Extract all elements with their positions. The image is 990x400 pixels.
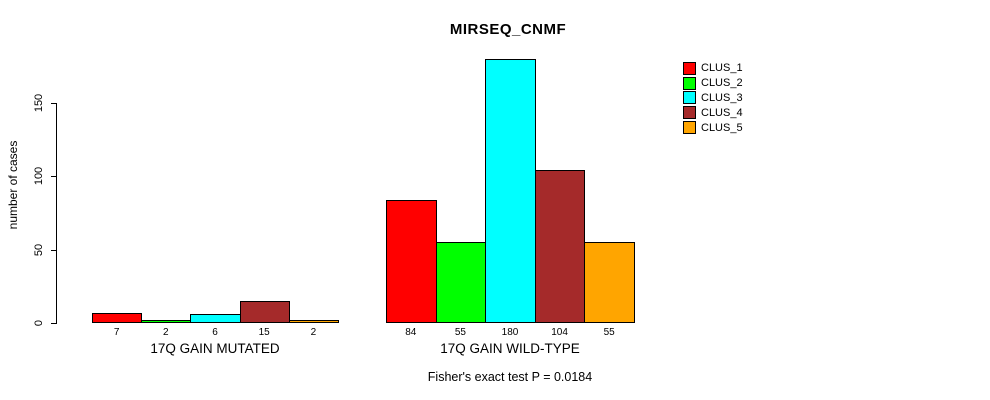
legend-swatch [683, 76, 696, 90]
bar-clus_4-group1 [239, 301, 290, 323]
bar-clus_5-group1 [288, 320, 339, 323]
legend-label: CLUS_1 [701, 62, 743, 75]
legend-item-clus_5: CLUS_5 [683, 120, 743, 135]
legend-label: CLUS_5 [701, 121, 743, 134]
legend-swatch [683, 121, 696, 135]
annotation-fishers-test: Fisher's exact test P = 0.0184 [427, 370, 593, 384]
legend-item-clus_2: CLUS_2 [683, 76, 743, 91]
x-axis-label-group-2: 17Q GAIN WILD-TYPE [440, 341, 580, 356]
legend-swatch [683, 61, 696, 75]
legend: CLUS_1 CLUS_2 CLUS_3 CLUS_4 CLUS_5 [683, 61, 743, 135]
legend-swatch [683, 91, 696, 105]
legend-swatch [683, 106, 696, 120]
legend-item-clus_4: CLUS_4 [683, 105, 743, 120]
bar-clus_1-group1 [92, 312, 143, 323]
legend-label: CLUS_3 [701, 91, 743, 104]
bar-value-label: 15 [258, 327, 270, 338]
bar-value-label: 55 [454, 327, 466, 338]
bar-value-label: 2 [310, 327, 317, 338]
bar-value-label: 104 [551, 327, 568, 338]
bar-clus_4-group2 [534, 170, 586, 323]
bar-value-label: 84 [405, 327, 417, 338]
bar-clus_1-group2 [386, 199, 437, 323]
y-tick-mark [51, 249, 57, 251]
y-tick-mark [51, 323, 57, 324]
legend-label: CLUS_4 [701, 106, 743, 119]
y-tick-mark [51, 103, 57, 104]
legend-item-clus_1: CLUS_1 [683, 61, 743, 76]
y-tick-mark [51, 176, 57, 178]
legend-label: CLUS_2 [701, 77, 743, 90]
bar-value-label: 55 [603, 327, 615, 338]
bar-value-label: 7 [113, 327, 120, 338]
legend-item-clus_3: CLUS_3 [683, 91, 743, 106]
y-axis-line [56, 103, 57, 324]
bar-value-label: 6 [212, 327, 218, 338]
bar-value-label: 180 [501, 327, 519, 338]
bar-clus_5-group2 [584, 242, 635, 323]
bar-clus_3-group1 [190, 314, 241, 323]
chart-title: MIRSEQ_CNMF [449, 21, 567, 38]
x-axis-label-group-1: 17Q GAIN MUTATED [150, 341, 280, 356]
bar-value-label: 2 [163, 327, 169, 338]
bar-clus_2-group2 [435, 242, 487, 323]
bar-clus_2-group1 [141, 320, 192, 323]
bar-clus_3-group2 [485, 59, 536, 323]
